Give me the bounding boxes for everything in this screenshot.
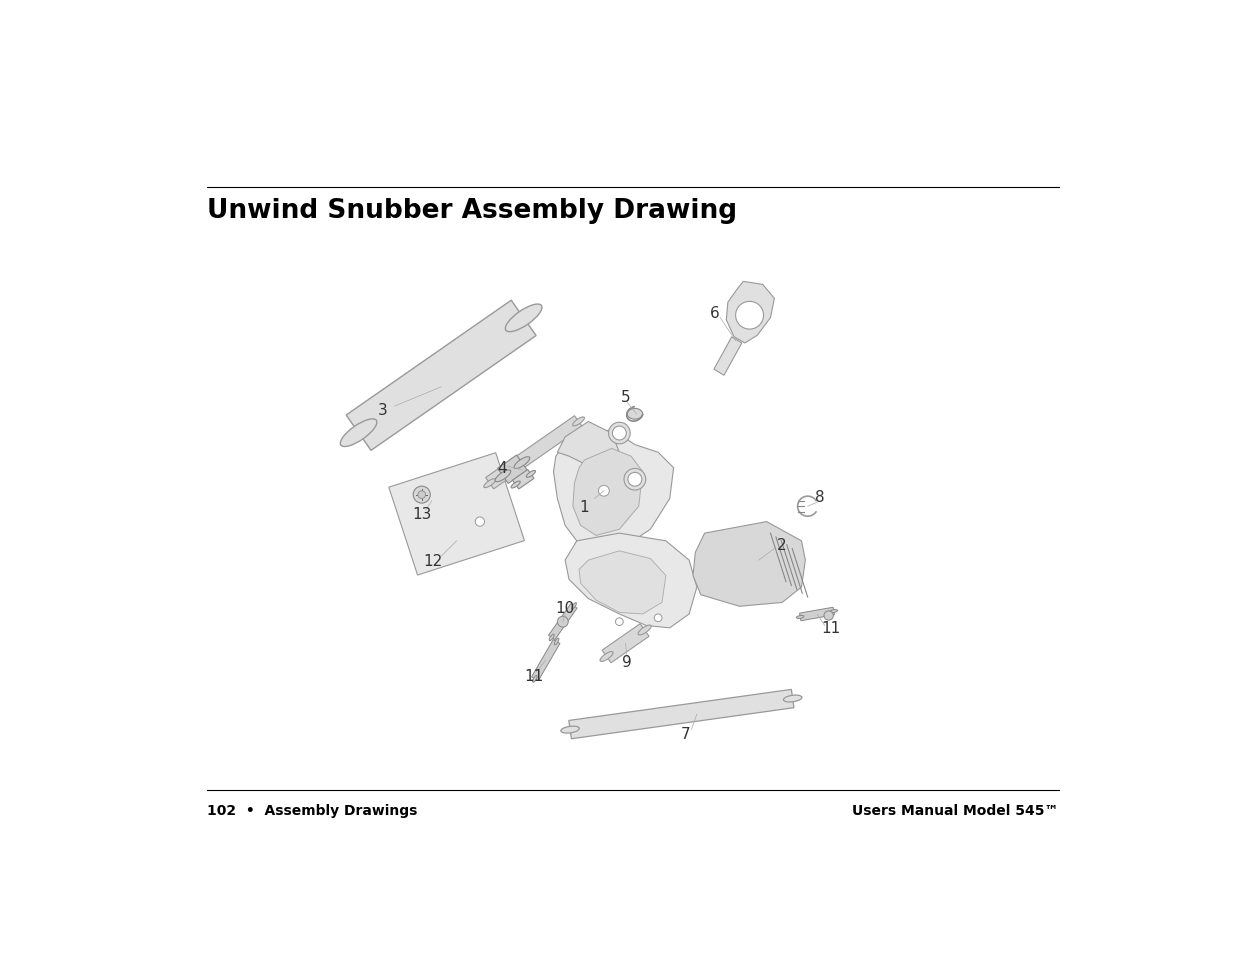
Polygon shape xyxy=(485,416,583,489)
Ellipse shape xyxy=(550,635,555,641)
Ellipse shape xyxy=(797,616,804,618)
Ellipse shape xyxy=(514,457,530,469)
Polygon shape xyxy=(531,639,559,681)
Circle shape xyxy=(599,486,609,497)
Text: 11: 11 xyxy=(525,668,543,683)
Polygon shape xyxy=(389,454,525,576)
Text: 1: 1 xyxy=(579,499,589,514)
Circle shape xyxy=(475,517,484,527)
Polygon shape xyxy=(498,456,527,484)
Ellipse shape xyxy=(511,481,520,489)
Ellipse shape xyxy=(526,471,536,477)
Polygon shape xyxy=(557,422,620,468)
Text: 4: 4 xyxy=(496,460,506,476)
Text: Unwind Snubber Assembly Drawing: Unwind Snubber Assembly Drawing xyxy=(207,197,737,223)
Text: 8: 8 xyxy=(815,490,824,505)
Polygon shape xyxy=(553,430,673,553)
Ellipse shape xyxy=(484,479,495,488)
Circle shape xyxy=(417,491,426,499)
Polygon shape xyxy=(513,470,534,490)
Text: 2: 2 xyxy=(777,537,787,553)
Ellipse shape xyxy=(341,419,377,447)
Ellipse shape xyxy=(600,652,613,661)
Ellipse shape xyxy=(638,625,651,636)
Polygon shape xyxy=(799,608,835,621)
Polygon shape xyxy=(569,690,794,739)
Circle shape xyxy=(655,615,662,622)
Circle shape xyxy=(557,617,568,627)
Ellipse shape xyxy=(561,726,579,733)
Polygon shape xyxy=(346,301,536,451)
Polygon shape xyxy=(603,624,650,663)
Circle shape xyxy=(613,427,626,440)
Ellipse shape xyxy=(573,417,584,426)
Circle shape xyxy=(414,487,430,503)
Polygon shape xyxy=(726,282,774,344)
Circle shape xyxy=(736,302,763,330)
Ellipse shape xyxy=(627,409,642,419)
Text: 10: 10 xyxy=(556,600,574,616)
Polygon shape xyxy=(548,604,577,640)
Ellipse shape xyxy=(532,676,537,682)
Circle shape xyxy=(824,611,834,620)
Ellipse shape xyxy=(624,469,646,491)
Text: 11: 11 xyxy=(821,620,841,636)
Ellipse shape xyxy=(555,639,559,645)
Text: 5: 5 xyxy=(621,390,630,405)
Text: 7: 7 xyxy=(682,726,690,741)
Text: 3: 3 xyxy=(378,403,388,418)
Text: 102  •  Assembly Drawings: 102 • Assembly Drawings xyxy=(207,802,417,817)
Circle shape xyxy=(615,618,624,626)
Ellipse shape xyxy=(830,610,837,613)
Polygon shape xyxy=(579,551,666,615)
Text: 9: 9 xyxy=(622,655,632,670)
Polygon shape xyxy=(573,449,642,536)
Text: Users Manual Model 545™: Users Manual Model 545™ xyxy=(852,802,1058,817)
Text: 6: 6 xyxy=(710,305,720,320)
Polygon shape xyxy=(566,534,697,628)
Polygon shape xyxy=(693,522,805,607)
Ellipse shape xyxy=(572,603,577,610)
Text: 13: 13 xyxy=(412,507,431,522)
Ellipse shape xyxy=(609,423,630,444)
Text: 12: 12 xyxy=(424,553,443,568)
Ellipse shape xyxy=(505,305,542,333)
Polygon shape xyxy=(714,337,742,375)
Circle shape xyxy=(627,473,642,487)
Ellipse shape xyxy=(495,471,511,482)
Ellipse shape xyxy=(783,696,802,702)
